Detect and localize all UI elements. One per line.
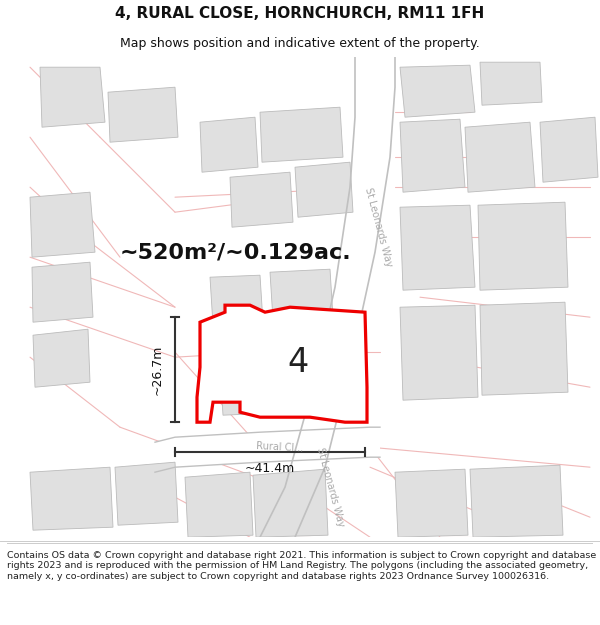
Text: ~520m²/~0.129ac.: ~520m²/~0.129ac. bbox=[119, 242, 351, 262]
Polygon shape bbox=[400, 305, 478, 400]
Polygon shape bbox=[32, 262, 93, 322]
Polygon shape bbox=[470, 465, 563, 537]
Polygon shape bbox=[400, 65, 475, 118]
Text: 4: 4 bbox=[287, 346, 308, 379]
Text: Map shows position and indicative extent of the property.: Map shows position and indicative extent… bbox=[120, 36, 480, 49]
Polygon shape bbox=[115, 462, 178, 525]
Polygon shape bbox=[295, 162, 353, 217]
Polygon shape bbox=[220, 362, 293, 415]
Text: St Leonards Way: St Leonards Way bbox=[362, 186, 394, 268]
Polygon shape bbox=[253, 469, 328, 537]
Polygon shape bbox=[30, 468, 113, 530]
Polygon shape bbox=[270, 269, 333, 320]
Polygon shape bbox=[30, 192, 95, 258]
Polygon shape bbox=[155, 428, 380, 472]
Polygon shape bbox=[197, 305, 367, 422]
Polygon shape bbox=[400, 205, 475, 290]
Polygon shape bbox=[185, 472, 253, 537]
Polygon shape bbox=[395, 469, 468, 537]
Polygon shape bbox=[260, 107, 343, 162]
Polygon shape bbox=[108, 87, 178, 142]
Text: Rural Cl...: Rural Cl... bbox=[256, 441, 304, 453]
Polygon shape bbox=[480, 302, 568, 395]
Polygon shape bbox=[478, 202, 568, 290]
Polygon shape bbox=[33, 329, 90, 387]
Polygon shape bbox=[480, 62, 542, 105]
Text: ~41.4m: ~41.4m bbox=[245, 462, 295, 475]
Text: St Leonards Way: St Leonards Way bbox=[314, 446, 346, 528]
Polygon shape bbox=[210, 275, 263, 325]
Polygon shape bbox=[260, 57, 395, 537]
Polygon shape bbox=[400, 119, 465, 192]
Polygon shape bbox=[40, 67, 105, 128]
Text: 4, RURAL CLOSE, HORNCHURCH, RM11 1FH: 4, RURAL CLOSE, HORNCHURCH, RM11 1FH bbox=[115, 6, 485, 21]
Text: ~26.7m: ~26.7m bbox=[151, 344, 163, 395]
Polygon shape bbox=[465, 122, 535, 192]
Polygon shape bbox=[295, 357, 358, 410]
Polygon shape bbox=[540, 118, 598, 182]
Text: Contains OS data © Crown copyright and database right 2021. This information is : Contains OS data © Crown copyright and d… bbox=[7, 551, 596, 581]
Polygon shape bbox=[230, 172, 293, 227]
Polygon shape bbox=[200, 118, 258, 172]
